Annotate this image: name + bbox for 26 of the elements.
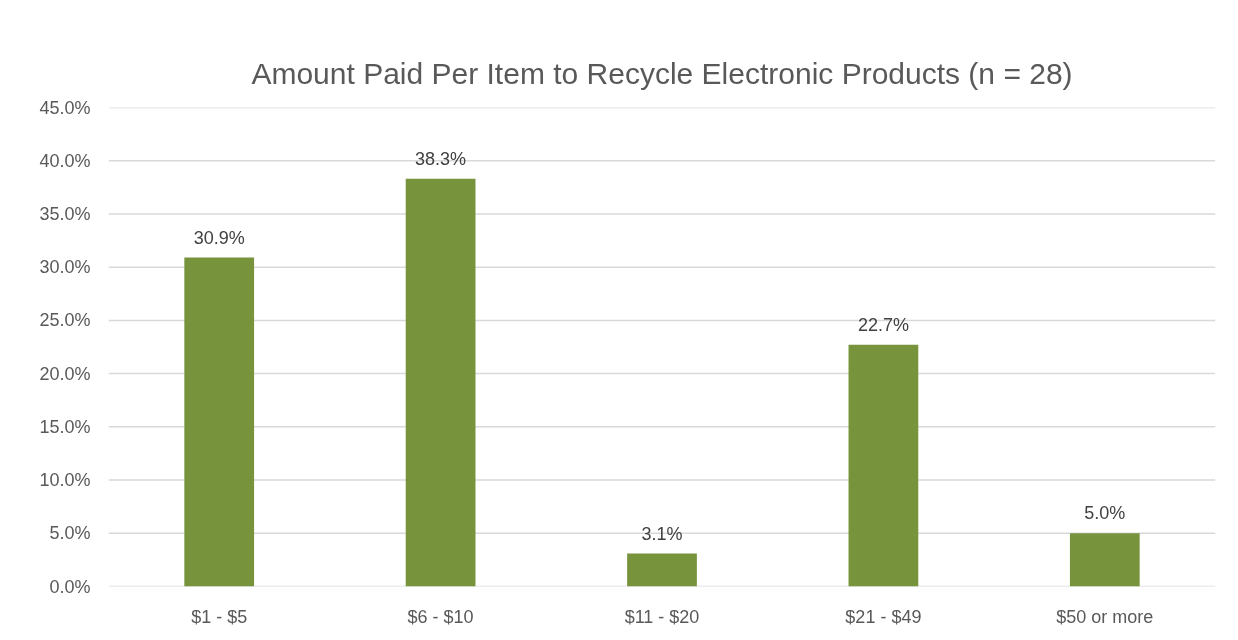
data-label: 30.9% — [193, 227, 245, 248]
bar — [848, 344, 919, 587]
data-label: 5.0% — [1084, 503, 1126, 524]
bar — [1069, 533, 1140, 587]
chart-title: Amount Paid Per Item to Recycle Electronic Products (n = 28) — [251, 56, 1073, 90]
x-tick-label: $1 - $5 — [191, 606, 248, 627]
y-tick-label: 40.0% — [39, 150, 91, 171]
x-tick-label: $6 - $10 — [407, 606, 474, 627]
y-tick-label: 25.0% — [39, 310, 91, 331]
x-tick-label: $21 - $49 — [845, 606, 922, 627]
data-label: 22.7% — [857, 314, 909, 335]
bar — [405, 178, 476, 587]
y-tick-label: 45.0% — [39, 97, 91, 118]
x-tick-label: $11 - $20 — [624, 606, 700, 627]
bar — [184, 257, 255, 587]
y-tick-label: 35.0% — [39, 203, 91, 224]
data-label: 3.1% — [641, 523, 683, 544]
y-tick-label: 30.0% — [39, 257, 91, 278]
y-tick-label: 5.0% — [49, 523, 91, 544]
y-tick-label: 20.0% — [39, 363, 91, 384]
y-tick-label: 0.0% — [49, 576, 91, 597]
bar — [627, 553, 697, 587]
y-tick-label: 15.0% — [39, 416, 91, 437]
x-tick-label: $50 or more — [1056, 606, 1154, 627]
y-tick-label: 10.0% — [39, 470, 91, 491]
data-label: 38.3% — [415, 148, 467, 169]
